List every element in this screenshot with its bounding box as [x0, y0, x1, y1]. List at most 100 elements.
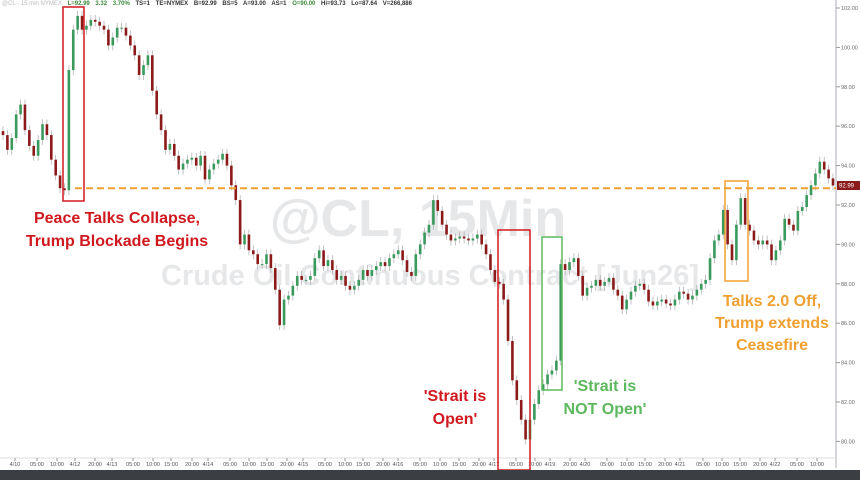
candle — [331, 255, 334, 275]
candle — [353, 280, 356, 295]
candle — [230, 160, 233, 191]
candle — [177, 150, 180, 175]
candle — [295, 270, 299, 291]
candle — [572, 253, 576, 268]
candle — [519, 395, 523, 425]
x-tick-label: 05:00 — [790, 462, 804, 468]
candle-body — [511, 340, 514, 381]
candle-body — [45, 124, 49, 136]
annotation-strait-not-open-2: NOT Open' — [564, 401, 647, 418]
candle-body — [32, 145, 36, 156]
candle — [721, 205, 725, 240]
x-tick-label: 10:00 — [620, 462, 634, 468]
x-tick-label: 4/13 — [107, 462, 118, 468]
candle-body — [594, 279, 598, 286]
candle-body — [155, 90, 159, 115]
candle — [278, 284, 281, 331]
candle — [695, 284, 699, 301]
x-tick-label: 10:00 — [810, 462, 824, 468]
candle-body — [664, 299, 668, 304]
candle — [361, 265, 365, 285]
candle-body — [809, 185, 813, 196]
candle — [765, 235, 769, 250]
candle — [194, 152, 198, 171]
candle-body — [735, 224, 738, 261]
candle — [831, 173, 835, 191]
candle — [783, 213, 786, 246]
candle — [190, 152, 194, 165]
candle-body — [699, 283, 703, 290]
candle — [146, 50, 150, 71]
candle — [475, 229, 479, 244]
candle — [651, 296, 655, 311]
candle-body — [331, 260, 334, 271]
x-tick-label: 10:00 — [146, 462, 160, 468]
candle-body — [63, 188, 66, 191]
candle — [748, 219, 751, 236]
candle-body — [748, 224, 751, 231]
candle-body — [620, 295, 624, 310]
candle — [221, 148, 224, 165]
candle-body — [682, 291, 685, 294]
candle-body — [252, 250, 255, 255]
candle — [550, 365, 554, 380]
x-tick-label: 20:00 — [280, 462, 294, 468]
candle-body — [208, 169, 211, 180]
candle-body — [827, 169, 830, 179]
candle-body — [445, 224, 448, 235]
candle-body — [537, 390, 541, 404]
candle — [102, 20, 106, 35]
candle — [287, 290, 290, 305]
candle — [23, 99, 27, 136]
candle-body — [142, 65, 145, 75]
candle — [555, 355, 558, 376]
candle-body — [203, 155, 207, 180]
candle-body — [752, 230, 756, 241]
candle — [326, 255, 330, 271]
candle — [739, 193, 743, 230]
candle — [129, 30, 132, 51]
candle-body — [555, 360, 558, 371]
candle-body — [278, 289, 281, 326]
candle — [656, 296, 659, 311]
candle-body — [102, 25, 106, 30]
candle — [41, 119, 44, 145]
candle-body — [322, 250, 325, 267]
candle-body — [739, 198, 743, 225]
candle — [620, 290, 624, 315]
candle-body — [423, 232, 426, 245]
candle — [282, 294, 286, 331]
candle-body — [190, 157, 194, 160]
candle-body — [54, 159, 57, 176]
candle-body — [115, 27, 119, 38]
candle-body — [265, 254, 268, 265]
candle — [269, 249, 273, 273]
x-tick-label: 10:00 — [50, 462, 64, 468]
candle-body — [313, 258, 317, 276]
candle — [708, 253, 712, 285]
candle-body — [546, 374, 549, 385]
x-tick-label: 05:00 — [318, 462, 332, 468]
candle-body — [726, 209, 729, 245]
candle-body — [524, 419, 527, 440]
candle — [58, 170, 62, 194]
candle — [691, 290, 694, 305]
candle — [774, 245, 778, 266]
x-tick-label: 4/21 — [675, 462, 686, 468]
candle-body — [256, 254, 260, 265]
bottom-scrollbar[interactable] — [0, 470, 860, 480]
candle — [432, 195, 435, 230]
candle-body — [831, 178, 835, 186]
candle-body — [396, 250, 400, 255]
candle-body — [656, 301, 659, 306]
candle-body — [335, 270, 339, 280]
watermark-symbol: @CL, 15Min — [270, 190, 566, 248]
candle-body — [414, 254, 418, 276]
candle-body — [111, 37, 115, 46]
annotation-talks-off-3: Ceasefire — [736, 337, 808, 354]
x-tick-label: 10:00 — [338, 462, 352, 468]
x-tick-label: 15:00 — [452, 462, 466, 468]
candle-body — [568, 262, 571, 271]
candle-body — [691, 295, 694, 300]
